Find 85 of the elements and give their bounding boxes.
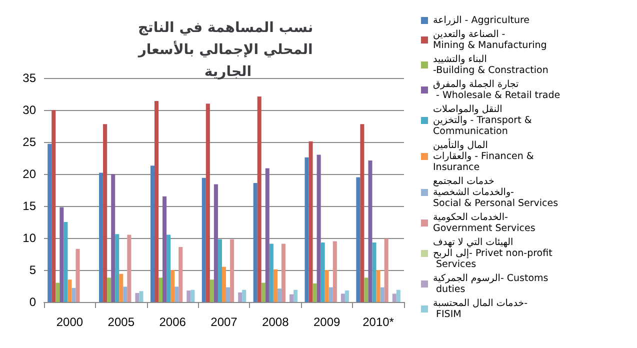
bar: [170, 270, 175, 302]
bar: [242, 290, 246, 302]
y-tick-label: 25: [22, 135, 36, 149]
bar: [162, 196, 167, 302]
bar: [261, 282, 266, 302]
bar: [202, 178, 206, 302]
y-tick-label: 30: [22, 103, 36, 117]
bar: [364, 278, 368, 302]
bar: [206, 104, 210, 302]
bar: [332, 241, 337, 302]
bar: [368, 160, 372, 302]
bar: [123, 286, 128, 302]
bar: [72, 288, 76, 302]
bar: [103, 124, 108, 302]
bar: [127, 234, 132, 302]
bar: [273, 269, 278, 302]
bar: [340, 294, 345, 302]
x-tick-label: 2005: [108, 315, 135, 329]
bar: [218, 239, 222, 302]
bar: [99, 172, 104, 302]
bar: [226, 287, 230, 302]
x-tick-label: 2006: [159, 315, 186, 329]
bar: [48, 144, 52, 302]
bar: [230, 239, 234, 302]
bar: [360, 124, 364, 302]
bar: [119, 274, 124, 302]
x-tick-label: 2010*: [362, 315, 394, 329]
bar: [376, 270, 380, 302]
bar: [392, 294, 396, 302]
bar: [269, 244, 274, 302]
bar: [320, 242, 325, 302]
bar: [190, 290, 195, 302]
bar: [290, 294, 294, 302]
bar: [178, 246, 183, 302]
bar: [56, 282, 60, 302]
bar: [277, 288, 282, 302]
y-tick-label: 5: [29, 263, 36, 277]
bar: [76, 248, 80, 302]
bar: [64, 222, 68, 302]
bar: [186, 290, 191, 302]
bar: [396, 290, 400, 302]
bar: [174, 286, 179, 302]
y-tick-label: 20: [22, 167, 36, 181]
bar: [222, 266, 226, 302]
bar: [154, 101, 158, 302]
bar: [107, 278, 112, 302]
y-tick-label: 0: [29, 295, 36, 309]
bar: [328, 287, 333, 302]
x-tick-label: 2008: [262, 315, 290, 329]
bar: [52, 110, 56, 302]
bar: [344, 290, 349, 302]
bar: [384, 238, 388, 302]
chart-title: نسب المساهمة في الناتج المحلي الإجمالي بالأسعار الجارية: [137, 20, 318, 80]
bar: [214, 184, 218, 302]
y-tick-label: 10: [22, 231, 36, 245]
bar: [372, 242, 376, 302]
bar: [308, 141, 313, 302]
bar: [60, 207, 64, 302]
bar: [111, 174, 116, 302]
y-tick-label: 15: [22, 199, 36, 213]
bar: [166, 234, 171, 302]
bar: [253, 182, 258, 302]
x-tick-label: 2000: [56, 315, 84, 329]
bar: [158, 278, 163, 302]
y-tick-label: 35: [22, 71, 36, 85]
legend-label: الزراعة - Aggriculture: [433, 15, 530, 26]
bar: [115, 234, 120, 302]
x-tick-label: 2007: [210, 315, 238, 329]
bar: [304, 157, 309, 302]
bar: [139, 291, 144, 302]
bar: [316, 154, 321, 302]
bar: [281, 244, 286, 302]
bar: [257, 96, 262, 302]
bar: [150, 166, 154, 302]
bar: [238, 292, 242, 302]
bar: [135, 293, 140, 302]
bar: [380, 287, 384, 302]
bar: [356, 177, 360, 302]
bar: [324, 270, 329, 302]
bar: [265, 168, 270, 302]
bar: [210, 280, 214, 302]
bar: [68, 280, 72, 302]
x-tick-label: 2009: [314, 315, 341, 329]
bar: [312, 283, 317, 302]
bar: [294, 290, 298, 302]
